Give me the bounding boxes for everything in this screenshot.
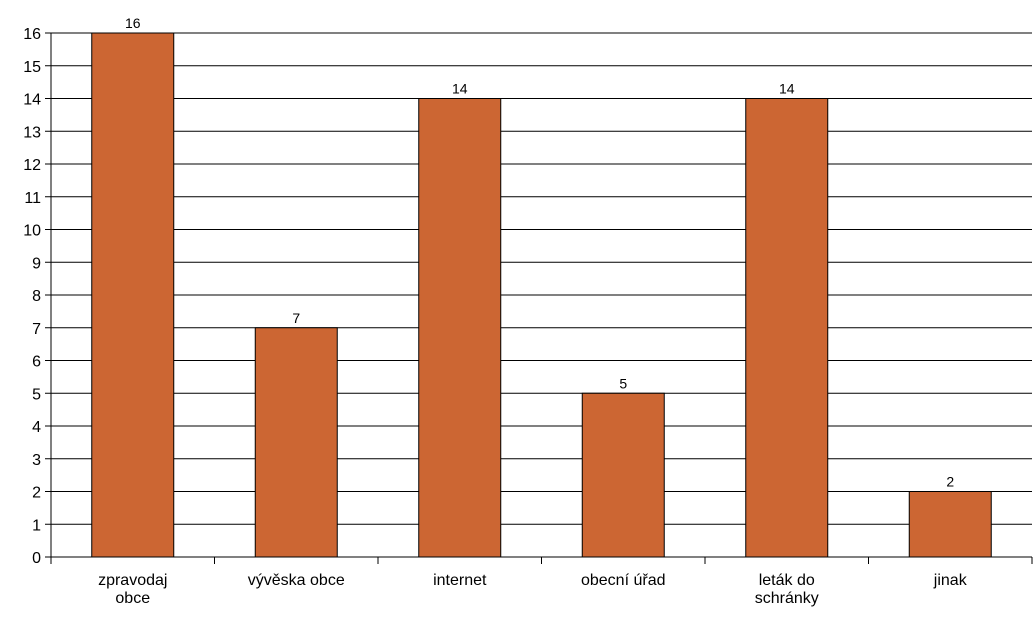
y-tick-label: 9: [32, 255, 41, 272]
data-label: 5: [619, 375, 627, 391]
y-tick-label: 15: [23, 59, 41, 76]
y-tick-label: 4: [32, 419, 41, 436]
category-label-line: internet: [433, 572, 487, 589]
y-tick-label: 5: [32, 386, 41, 403]
data-labels: 16 7 14 5 14 2: [125, 15, 954, 490]
y-tick-label: 1: [32, 517, 41, 534]
y-tick-label: 13: [23, 124, 41, 141]
bar: [581, 392, 665, 558]
x-axis-category-labels: zpravodaj obce vývěska obce internet obecní …: [98, 572, 968, 607]
category-label: internet: [433, 572, 487, 589]
y-tick-label: 8: [32, 288, 41, 305]
bar: [418, 98, 502, 558]
category-label-line: schránky: [755, 590, 819, 607]
data-label: 7: [292, 310, 300, 326]
bar: [745, 98, 829, 558]
y-tick-label: 12: [23, 157, 41, 174]
category-label: vývěska obce: [248, 572, 345, 589]
bar: [254, 327, 338, 558]
y-tick-label: 6: [32, 354, 41, 371]
y-tick-label: 10: [23, 223, 41, 240]
data-label: 14: [779, 81, 795, 97]
category-label: jinak: [933, 572, 968, 589]
category-label-line: obecní úřad: [581, 572, 666, 589]
category-label: leták do schránky: [755, 572, 819, 607]
y-tick-label: 2: [32, 485, 41, 502]
y-tick-label: 7: [32, 321, 41, 338]
category-label-line: zpravodaj: [98, 572, 167, 589]
bar: [908, 491, 992, 558]
y-tick-label: 3: [32, 452, 41, 469]
category-label-line: obce: [115, 590, 150, 607]
category-label-line: jinak: [933, 572, 968, 589]
gridlines: [51, 32, 1032, 525]
y-tick-label: 0: [32, 550, 41, 567]
bars: [91, 32, 992, 558]
data-label: 16: [125, 15, 141, 31]
y-tick-label: 14: [23, 92, 41, 109]
data-label: 14: [452, 81, 468, 97]
y-tick-label: 11: [24, 190, 41, 207]
category-label: obecní úřad: [581, 572, 666, 589]
axes: [45, 32, 1033, 564]
data-label: 2: [946, 474, 954, 490]
category-label-line: vývěska obce: [248, 572, 345, 589]
category-label-line: leták do: [759, 572, 815, 589]
y-tick-label: 16: [23, 26, 41, 43]
bar: [91, 32, 175, 558]
category-label: zpravodaj obce: [98, 572, 167, 607]
